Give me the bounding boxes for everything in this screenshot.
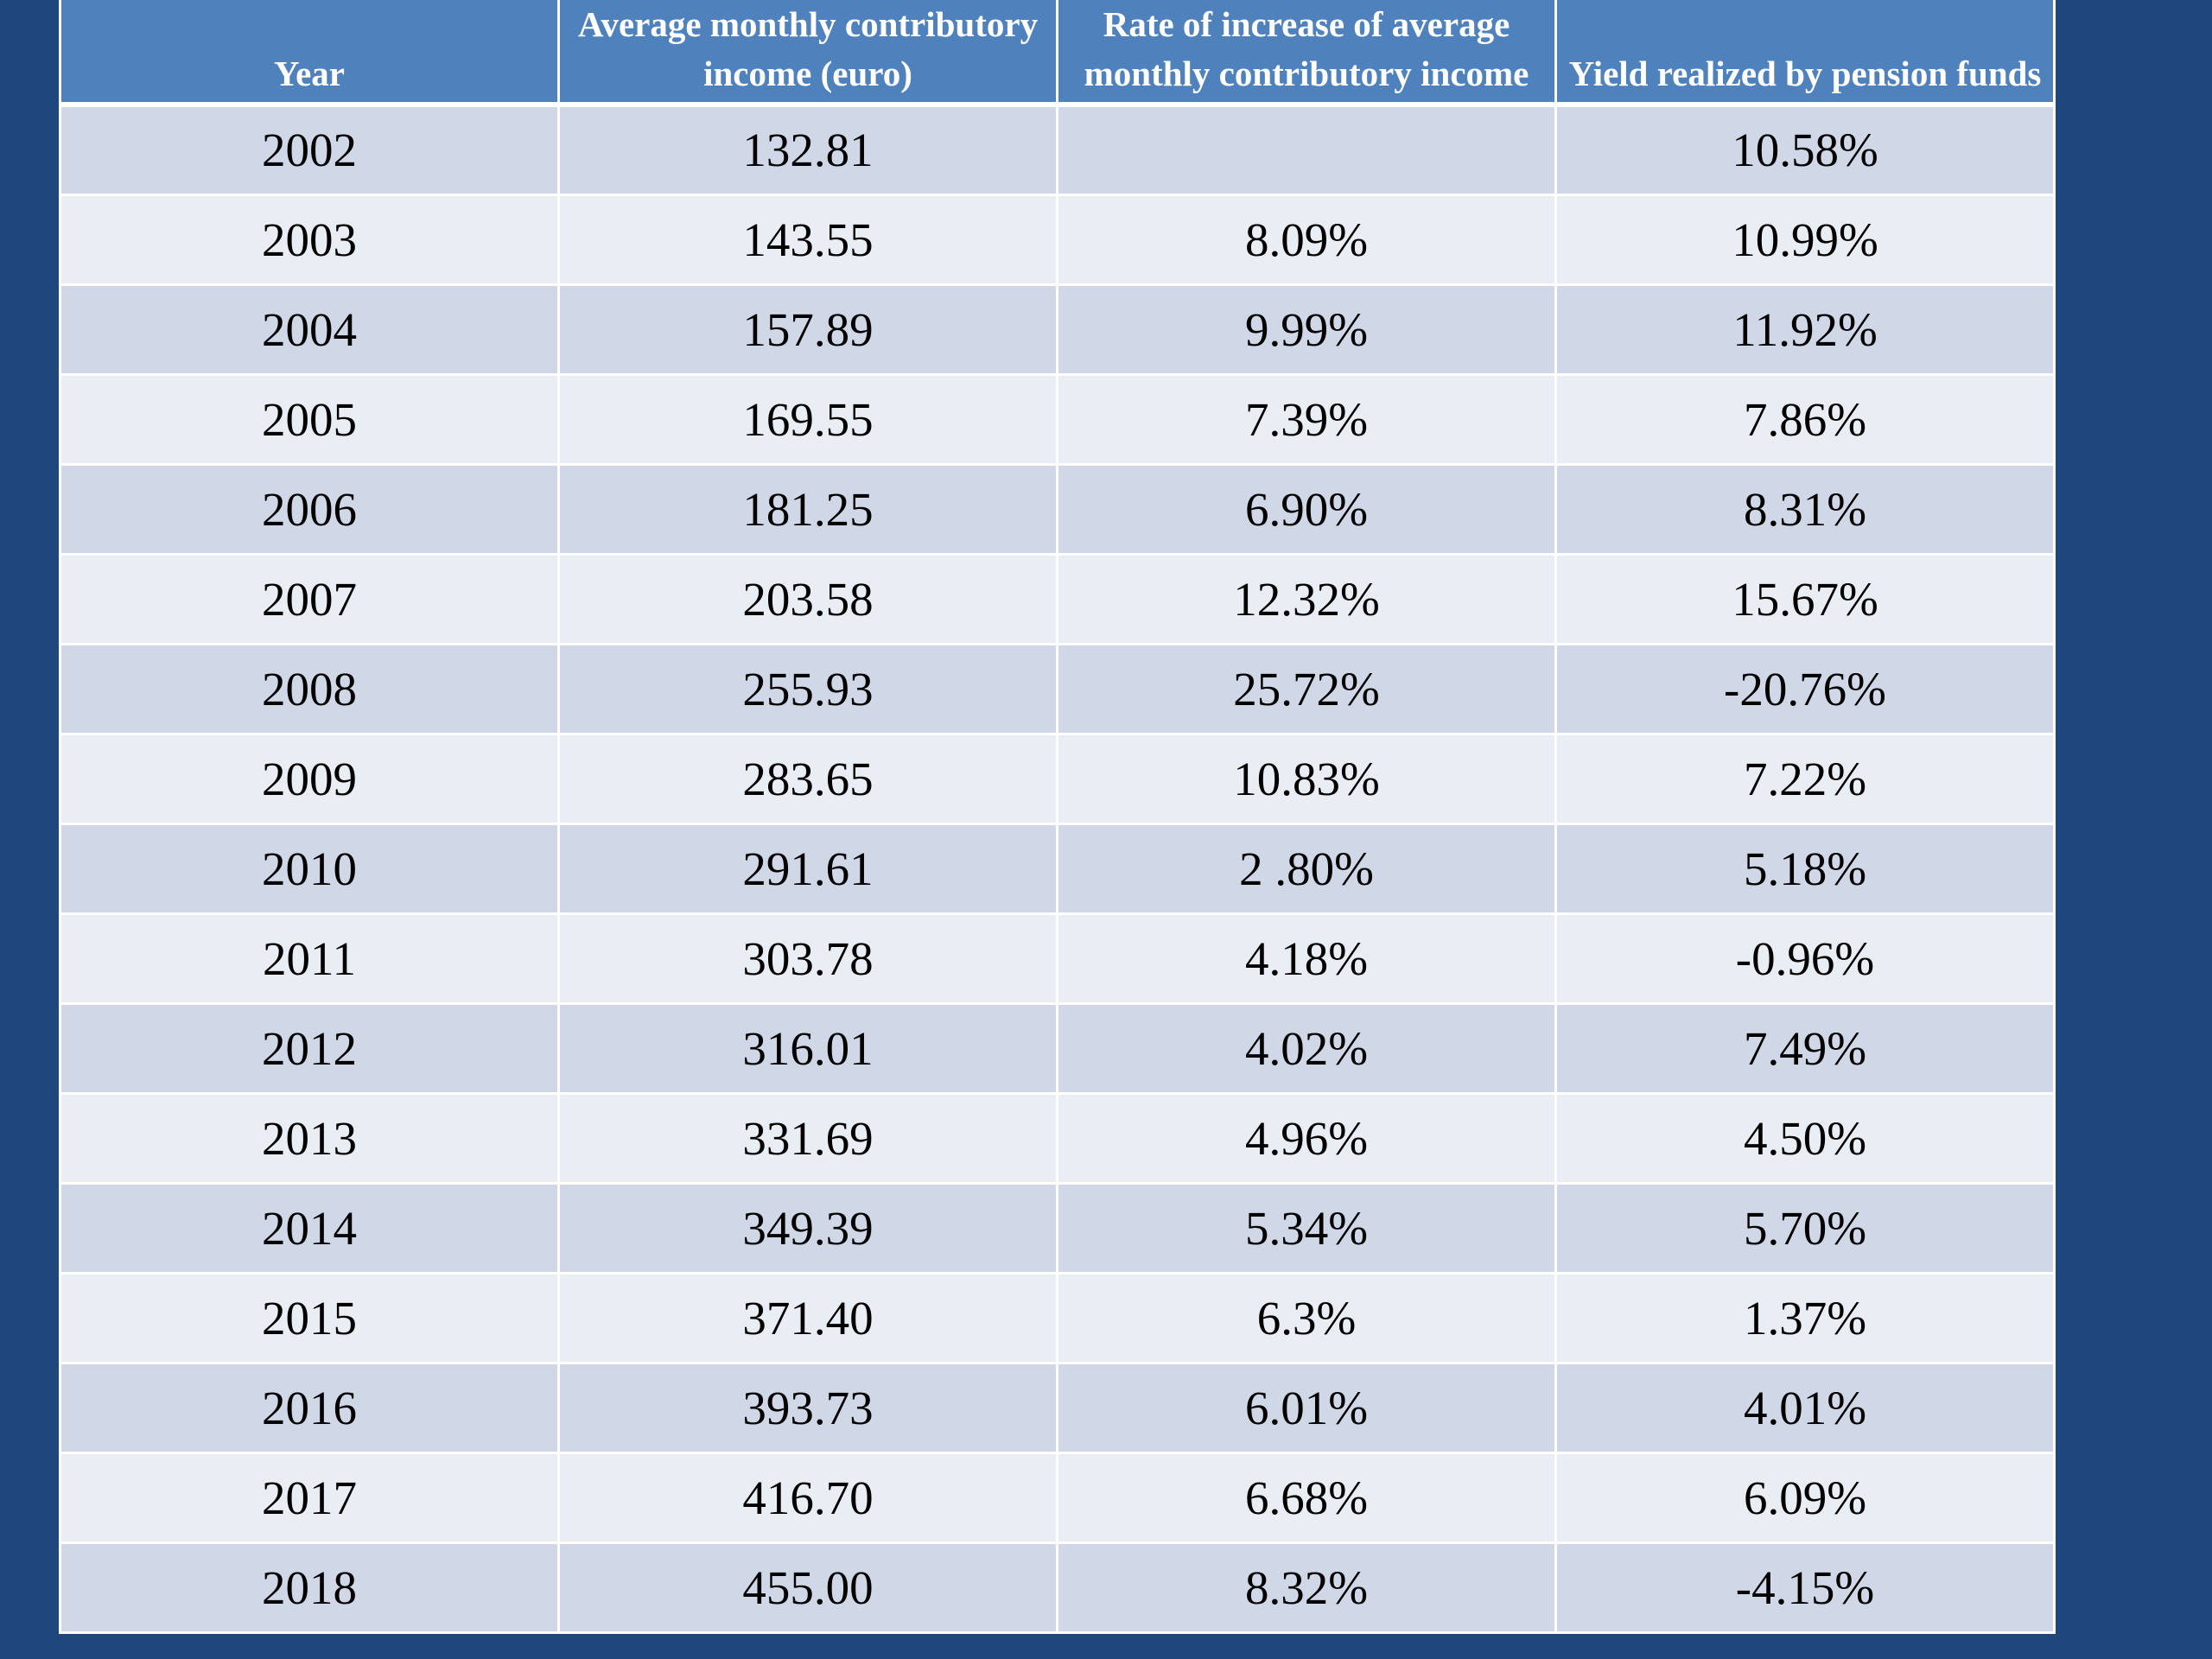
- cell-avg-income: 283.65: [557, 732, 1058, 825]
- cell-year: 2015: [59, 1271, 560, 1364]
- cell-yield: 5.70%: [1554, 1181, 2056, 1274]
- cell-avg-income: 416.70: [557, 1451, 1058, 1544]
- cell-yield: 7.49%: [1554, 1001, 2056, 1095]
- cell-yield: 6.09%: [1554, 1451, 2056, 1544]
- cell-yield: 11.92%: [1554, 283, 2056, 376]
- cell-yield: 10.99%: [1554, 193, 2056, 286]
- table-row: 2002 132.81 10.58%: [59, 103, 2056, 196]
- cell-rate-increase: 9.99%: [1056, 283, 1557, 376]
- cell-year: 2017: [59, 1451, 560, 1544]
- cell-yield: -4.15%: [1554, 1541, 2056, 1634]
- table-row: 2015 371.40 6.3% 1.37%: [59, 1271, 2056, 1364]
- cell-yield: 10.58%: [1554, 103, 2056, 196]
- cell-avg-income: 316.01: [557, 1001, 1058, 1095]
- cell-year: 2011: [59, 912, 560, 1005]
- cell-year: 2010: [59, 822, 560, 915]
- table-row: 2013 331.69 4.96% 4.50%: [59, 1091, 2056, 1185]
- pension-data-table: Year Average monthly contributory income…: [59, 0, 2056, 1634]
- cell-avg-income: 331.69: [557, 1091, 1058, 1185]
- cell-avg-income: 455.00: [557, 1541, 1058, 1634]
- header-avg-income: Average monthly contributory income (eur…: [557, 0, 1058, 107]
- cell-year: 2016: [59, 1361, 560, 1454]
- cell-rate-increase: 6.68%: [1056, 1451, 1557, 1544]
- table-row: 2016 393.73 6.01% 4.01%: [59, 1361, 2056, 1454]
- table-body: 2002 132.81 10.58% 2003 143.55 8.09% 10.99% 200…: [59, 103, 2056, 1634]
- cell-rate-increase: [1056, 103, 1557, 196]
- cell-rate-increase: 10.83%: [1056, 732, 1557, 825]
- cell-rate-increase: 6.3%: [1056, 1271, 1557, 1364]
- cell-avg-income: 203.58: [557, 552, 1058, 645]
- cell-year: 2014: [59, 1181, 560, 1274]
- cell-year: 2004: [59, 283, 560, 376]
- table-row: 2017 416.70 6.68% 6.09%: [59, 1451, 2056, 1544]
- cell-yield: 4.50%: [1554, 1091, 2056, 1185]
- header-year: Year: [59, 0, 560, 107]
- data-table-container: Year Average monthly contributory income…: [59, 0, 2056, 1634]
- cell-rate-increase: 12.32%: [1056, 552, 1557, 645]
- table-row: 2007 203.58 12.32% 15.67%: [59, 552, 2056, 645]
- cell-avg-income: 181.25: [557, 462, 1058, 556]
- table-row: 2006 181.25 6.90% 8.31%: [59, 462, 2056, 556]
- cell-rate-increase: 7.39%: [1056, 372, 1557, 466]
- cell-year: 2013: [59, 1091, 560, 1185]
- table-row: 2008 255.93 25.72% -20.76%: [59, 642, 2056, 735]
- cell-year: 2008: [59, 642, 560, 735]
- cell-yield: 7.86%: [1554, 372, 2056, 466]
- header-rate-increase: Rate of increase of average monthly cont…: [1056, 0, 1557, 107]
- cell-avg-income: 255.93: [557, 642, 1058, 735]
- cell-year: 2009: [59, 732, 560, 825]
- table-row: 2012 316.01 4.02% 7.49%: [59, 1001, 2056, 1095]
- cell-avg-income: 371.40: [557, 1271, 1058, 1364]
- cell-avg-income: 132.81: [557, 103, 1058, 196]
- cell-yield: -20.76%: [1554, 642, 2056, 735]
- cell-year: 2006: [59, 462, 560, 556]
- cell-avg-income: 349.39: [557, 1181, 1058, 1274]
- cell-rate-increase: 5.34%: [1056, 1181, 1557, 1274]
- cell-yield: 7.22%: [1554, 732, 2056, 825]
- cell-yield: 5.18%: [1554, 822, 2056, 915]
- cell-rate-increase: 2 .80%: [1056, 822, 1557, 915]
- table-row: 2010 291.61 2 .80% 5.18%: [59, 822, 2056, 915]
- cell-rate-increase: 6.90%: [1056, 462, 1557, 556]
- cell-year: 2003: [59, 193, 560, 286]
- table-row: 2014 349.39 5.34% 5.70%: [59, 1181, 2056, 1274]
- cell-avg-income: 393.73: [557, 1361, 1058, 1454]
- header-yield: Yield realized by pension funds: [1554, 0, 2056, 107]
- table-header: Year Average monthly contributory income…: [59, 0, 2056, 107]
- cell-year: 2012: [59, 1001, 560, 1095]
- cell-avg-income: 157.89: [557, 283, 1058, 376]
- table-row: 2011 303.78 4.18% -0.96%: [59, 912, 2056, 1005]
- table-row: 2005 169.55 7.39% 7.86%: [59, 372, 2056, 466]
- cell-yield: -0.96%: [1554, 912, 2056, 1005]
- cell-yield: 4.01%: [1554, 1361, 2056, 1454]
- cell-yield: 1.37%: [1554, 1271, 2056, 1364]
- table-row: 2004 157.89 9.99% 11.92%: [59, 283, 2056, 376]
- header-row: Year Average monthly contributory income…: [59, 0, 2056, 107]
- cell-avg-income: 291.61: [557, 822, 1058, 915]
- table-row: 2018 455.00 8.32% -4.15%: [59, 1541, 2056, 1634]
- cell-yield: 8.31%: [1554, 462, 2056, 556]
- cell-rate-increase: 25.72%: [1056, 642, 1557, 735]
- cell-yield: 15.67%: [1554, 552, 2056, 645]
- table-row: 2009 283.65 10.83% 7.22%: [59, 732, 2056, 825]
- cell-avg-income: 169.55: [557, 372, 1058, 466]
- cell-year: 2005: [59, 372, 560, 466]
- cell-rate-increase: 4.02%: [1056, 1001, 1557, 1095]
- cell-rate-increase: 8.32%: [1056, 1541, 1557, 1634]
- cell-avg-income: 303.78: [557, 912, 1058, 1005]
- table-row: 2003 143.55 8.09% 10.99%: [59, 193, 2056, 286]
- cell-rate-increase: 4.18%: [1056, 912, 1557, 1005]
- cell-rate-increase: 4.96%: [1056, 1091, 1557, 1185]
- cell-year: 2018: [59, 1541, 560, 1634]
- cell-year: 2007: [59, 552, 560, 645]
- cell-avg-income: 143.55: [557, 193, 1058, 286]
- cell-rate-increase: 6.01%: [1056, 1361, 1557, 1454]
- cell-year: 2002: [59, 103, 560, 196]
- cell-rate-increase: 8.09%: [1056, 193, 1557, 286]
